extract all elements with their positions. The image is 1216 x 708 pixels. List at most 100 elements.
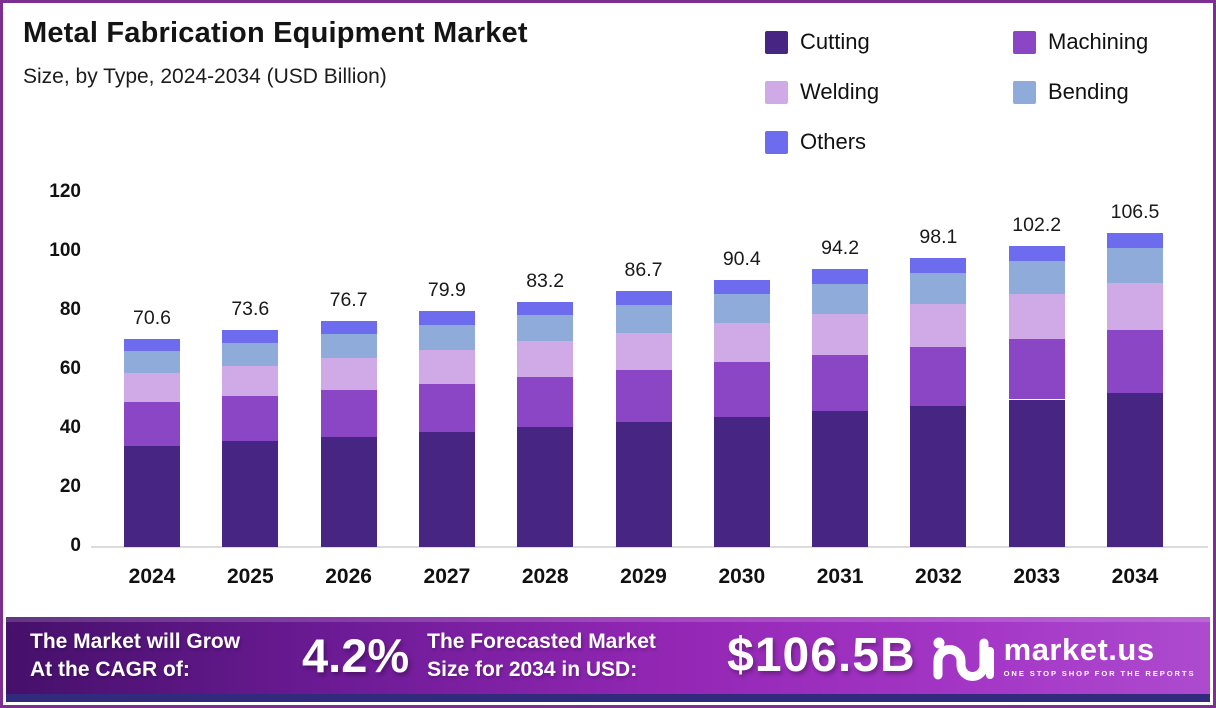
x-axis-tick-label-2024: 2024 bbox=[128, 565, 176, 588]
chart-legend: Cutting Machining Welding Bending Others bbox=[765, 27, 1216, 157]
bar-total-label-2027: 79.9 bbox=[427, 279, 466, 302]
x-axis-tick-label-2028: 2028 bbox=[521, 565, 569, 588]
bar-segment-bending-2027 bbox=[418, 324, 475, 350]
bar-segment-others-2032 bbox=[910, 257, 967, 273]
y-axis-tick-label: 100 bbox=[49, 240, 81, 261]
bar-segment-machining-2029 bbox=[615, 370, 672, 423]
bar-total-label-2029: 86.7 bbox=[624, 259, 663, 282]
bar-segment-cutting-2025 bbox=[222, 441, 279, 547]
bar-segment-welding-2032 bbox=[910, 304, 967, 348]
footer-cagr-caption-line2: At the CAGR of: bbox=[30, 657, 190, 681]
y-axis-tick-label: 0 bbox=[70, 535, 81, 556]
legend-label-machining: Machining bbox=[1048, 29, 1149, 54]
bar-segment-welding-2029 bbox=[615, 332, 672, 370]
x-axis-tick-label-2034: 2034 bbox=[1111, 565, 1159, 588]
bar-total-label-2030: 90.4 bbox=[722, 248, 761, 271]
legend-swatch-welding bbox=[765, 80, 788, 104]
x-axis-tick-label-2030: 2030 bbox=[718, 565, 766, 588]
legend-item-machining: Machining bbox=[1013, 27, 1216, 57]
bar-segment-machining-2028 bbox=[517, 376, 574, 428]
bar-segment-welding-2033 bbox=[1008, 293, 1065, 339]
bar-total-label-2033: 102.2 bbox=[1012, 213, 1062, 236]
bar-segment-others-2031 bbox=[812, 269, 869, 284]
bar-segment-others-2034 bbox=[1107, 232, 1163, 249]
bar-segment-welding-2024 bbox=[124, 373, 180, 403]
bar-segment-cutting-2026 bbox=[320, 436, 377, 547]
market-us-logo-icon bbox=[933, 637, 994, 681]
bar-total-label-2034: 106.5 bbox=[1110, 200, 1160, 223]
x-axis-tick-label-2027: 2027 bbox=[423, 565, 471, 588]
bar-segment-bending-2033 bbox=[1008, 260, 1065, 294]
bar-segment-cutting-2032 bbox=[910, 405, 967, 547]
bar-total-label-2024: 70.6 bbox=[133, 306, 171, 329]
bar-segment-cutting-2027 bbox=[418, 431, 475, 547]
y-axis-tick-label: 80 bbox=[59, 299, 81, 320]
legend-swatch-others bbox=[765, 130, 788, 154]
x-axis-tick-label-2029: 2029 bbox=[620, 565, 667, 588]
legend-item-cutting: Cutting bbox=[765, 27, 1013, 57]
legend-label-welding: Welding bbox=[800, 79, 880, 104]
bar-segment-welding-2025 bbox=[222, 365, 279, 396]
legend-item-welding: Welding bbox=[765, 77, 1013, 107]
bar-segment-bending-2034 bbox=[1107, 248, 1163, 283]
footer-forecast-caption-line1: The Forecasted Market bbox=[427, 630, 656, 654]
x-axis-tick-label-2031: 2031 bbox=[816, 565, 864, 588]
bar-segment-others-2024 bbox=[124, 338, 180, 352]
bar-segment-cutting-2031 bbox=[812, 411, 869, 547]
footer-bottom-strip bbox=[6, 694, 1210, 702]
legend-label-others: Others bbox=[800, 129, 867, 154]
bar-segment-welding-2027 bbox=[418, 349, 475, 384]
bar-segment-machining-2031 bbox=[812, 354, 869, 412]
legend-item-others: Others bbox=[765, 127, 1013, 157]
bar-segment-welding-2031 bbox=[812, 313, 869, 355]
bar-segment-cutting-2030 bbox=[713, 416, 770, 547]
bar-segment-bending-2030 bbox=[713, 294, 770, 324]
y-axis-tick-label: 20 bbox=[59, 476, 81, 497]
brand-text-block: market.us ONE STOP SHOP FOR THE REPORTS bbox=[1004, 634, 1196, 678]
legend-label-cutting: Cutting bbox=[800, 29, 870, 54]
bar-segment-machining-2027 bbox=[418, 383, 475, 432]
x-axis-tick-label-2033: 2033 bbox=[1013, 565, 1061, 588]
bar-total-label-2032: 98.1 bbox=[919, 225, 958, 248]
x-axis-tick-label-2032: 2032 bbox=[915, 565, 962, 588]
x-axis-tick-label-2026: 2026 bbox=[325, 565, 372, 588]
bar-total-label-2031: 94.2 bbox=[821, 237, 860, 260]
footer-cagr-caption: The Market will Grow At the CAGR of: bbox=[30, 628, 302, 683]
bar-segment-machining-2030 bbox=[713, 362, 770, 417]
bar-segment-others-2026 bbox=[320, 320, 377, 334]
brand-tagline: ONE STOP SHOP FOR THE REPORTS bbox=[1003, 668, 1196, 678]
bar-segment-bending-2028 bbox=[517, 314, 574, 342]
x-axis-tick-label-2025: 2025 bbox=[226, 565, 274, 588]
bar-segment-bending-2026 bbox=[320, 333, 377, 359]
legend-label-bending: Bending bbox=[1048, 79, 1129, 104]
bar-segment-others-2033 bbox=[1008, 245, 1065, 261]
legend-swatch-cutting bbox=[765, 30, 788, 54]
bar-segment-cutting-2029 bbox=[615, 422, 672, 547]
footer-forecast-caption-line2: Size for 2034 in USD: bbox=[427, 657, 638, 681]
bar-segment-machining-2024 bbox=[124, 402, 180, 446]
stacked-bar-chart: 0 20 40 60 80 100 120 70.6 2024 73.6 2025 76.7 2026 7… bbox=[3, 3, 1213, 705]
bar-segment-machining-2025 bbox=[222, 395, 279, 442]
bar-segment-cutting-2028 bbox=[517, 427, 574, 547]
bar-segment-machining-2034 bbox=[1107, 330, 1163, 394]
x-axis-line bbox=[91, 546, 1208, 548]
bar-segment-welding-2034 bbox=[1107, 282, 1163, 331]
legend-swatch-machining bbox=[1013, 30, 1036, 54]
y-axis-tick-label: 40 bbox=[59, 417, 81, 438]
bar-segment-others-2027 bbox=[418, 311, 475, 325]
bar-segment-welding-2026 bbox=[320, 358, 377, 391]
footer-forecast-caption: The Forecasted Market Size for 2034 in U… bbox=[427, 628, 727, 683]
footer-cagr-caption-line1: The Market will Grow bbox=[30, 630, 241, 654]
bar-segment-cutting-2024 bbox=[124, 445, 180, 547]
chart-title: Metal Fabrication Equipment Market bbox=[23, 17, 528, 49]
footer-content: The Market will Grow At the CAGR of: 4.2… bbox=[6, 617, 1210, 694]
bar-segment-cutting-2033 bbox=[1008, 399, 1065, 547]
bar-segment-machining-2032 bbox=[910, 347, 967, 406]
bar-segment-others-2025 bbox=[222, 329, 279, 343]
bar-segment-welding-2028 bbox=[517, 341, 574, 377]
y-axis-tick-label: 60 bbox=[59, 358, 81, 379]
brand-logo: market.us ONE STOP SHOP FOR THE REPORTS bbox=[932, 631, 1196, 681]
bar-total-label-2026: 76.7 bbox=[329, 288, 368, 311]
forecast-value: $106.5B bbox=[727, 629, 916, 682]
footer-banner: The Market will Grow At the CAGR of: 4.2… bbox=[6, 617, 1210, 702]
